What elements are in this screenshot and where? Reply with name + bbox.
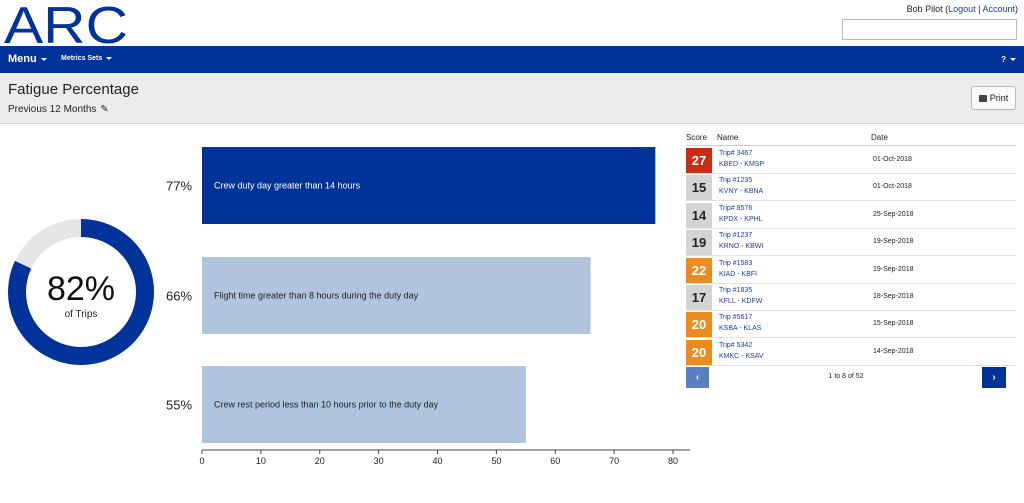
x-tick-label: 40 (432, 456, 442, 466)
table-row[interactable]: 27 Trip# 3467 KBED - KMSP 01-Oct-2018 (686, 147, 1016, 174)
donut-value-arc (8, 219, 154, 365)
trip-name[interactable]: Trip #1237 (719, 232, 753, 240)
donut-label: of Trips (64, 309, 98, 320)
trip-date: 18-Sep-2018 (873, 293, 914, 300)
x-tick-label: 0 (199, 456, 204, 466)
column-header-name[interactable]: Name (717, 133, 739, 142)
trip-route: KFLL - KDFW (719, 298, 763, 305)
chevron-down-icon (1010, 58, 1016, 62)
trip-name[interactable]: Trip# 5342 (719, 341, 753, 349)
trip-date: 19-Sep-2018 (873, 265, 914, 273)
trip-route: KMKC - KSAV (719, 352, 764, 360)
trip-date: 25-Sep-2018 (873, 210, 914, 218)
print-label: Print (989, 93, 1009, 103)
trip-route: KVNY - KBNA (719, 188, 764, 196)
trip-route: KSBA - KLAS (719, 325, 762, 333)
trip-name[interactable]: Trip #1235 (719, 177, 753, 185)
x-tick-label: 50 (491, 456, 501, 466)
bar-value-label: 66% (166, 289, 192, 304)
table-row[interactable]: 15 Trip #1235 KVNY - KBNA 01-Oct-2018 (686, 174, 1016, 202)
score-badge: 20 (686, 339, 712, 365)
score-badge: 15 (686, 175, 712, 201)
help-icon: ? (1001, 55, 1006, 64)
trip-route: KRNO - KBWI (719, 243, 764, 251)
table-row[interactable]: 19 Trip #1237 KRNO - KBWI 19-Sep-2018 (686, 229, 1016, 257)
user-bar: Bob Pilot (Logout | Account) (906, 4, 1018, 14)
x-tick-label: 60 (550, 456, 560, 466)
fatigue-donut-chart (8, 219, 154, 365)
trip-name[interactable]: Trip# 8576 (719, 204, 753, 212)
menu-label: Menu (8, 53, 37, 65)
score-badge: 17 (686, 285, 712, 310)
score-badge: 27 (686, 148, 712, 173)
trip-date: 14-Sep-2018 (873, 347, 914, 355)
table-row[interactable]: 20 Trip #5617 KSBA - KLAS 15-Sep-2018 (686, 311, 1016, 339)
x-tick-label: 80 (668, 456, 678, 466)
chevron-down-icon (40, 57, 47, 61)
logout-link[interactable]: Logout (948, 4, 976, 14)
arc-logo: ARC (4, 0, 128, 46)
trip-name[interactable]: Trip #1835 (719, 287, 753, 294)
fatigue-bar-chart: Crew duty day greater than 14 hours 77% Fl… (166, 147, 690, 466)
table-row[interactable]: 22 Trip #1583 KIAD - KBFI 19-Sep-2018 (686, 257, 1016, 284)
search-input[interactable] (842, 19, 1017, 40)
metrics-sets-label: Metrics Sets (61, 55, 103, 62)
trip-date: 01-Oct-2018 (873, 183, 912, 191)
previous-page-button[interactable]: ‹ (686, 367, 709, 388)
trip-name[interactable]: Trip #5617 (719, 314, 753, 322)
help-dropdown[interactable]: ? (1001, 55, 1016, 64)
x-tick-label: 10 (256, 456, 266, 466)
table-row[interactable]: 14 Trip# 8576 KPDX - KPHL 25-Sep-2018 (686, 202, 1016, 229)
pagination-info: 1 to 8 of 52 (828, 373, 864, 380)
page-title: Fatigue Percentage (8, 81, 139, 98)
bar-2[interactable] (202, 257, 591, 334)
bar-3[interactable] (202, 366, 526, 443)
table-row[interactable]: 20 Trip# 5342 KMKC - KSAV 14-Sep-2018 (686, 339, 1016, 366)
bar-category-label: Flight time greater than 8 hours during … (214, 291, 419, 301)
bar-category-label: Crew rest period less than 10 hours prio… (214, 400, 439, 410)
trip-name[interactable]: Trip# 3467 (719, 150, 753, 157)
table-row[interactable]: 17 Trip #1835 KFLL - KDFW 18-Sep-2018 (686, 284, 1016, 311)
donut-percentage: 82% (46, 270, 116, 308)
score-badge: 14 (686, 202, 712, 228)
printer-icon (978, 95, 987, 102)
x-tick-label: 70 (609, 456, 619, 466)
period-selector[interactable]: Previous 12 Months ✎ (8, 104, 109, 115)
trip-date: 01-Oct-2018 (873, 156, 912, 163)
menu-dropdown[interactable]: Menu (8, 53, 47, 65)
logo-text: ARC (4, 0, 128, 46)
header-divider (686, 145, 1016, 146)
trip-name[interactable]: Trip #1583 (719, 259, 753, 267)
bar-category-label: Crew duty day greater than 14 hours (214, 181, 361, 191)
trip-date: 19-Sep-2018 (873, 238, 914, 246)
score-badge: 19 (686, 230, 712, 256)
title-band: Fatigue Percentage Previous 12 Months ✎ P… (0, 73, 1024, 124)
pencil-icon[interactable]: ✎ (100, 104, 109, 115)
x-tick-label: 30 (374, 456, 384, 466)
period-label: Previous 12 Months (8, 104, 97, 115)
column-header-score[interactable]: Score (686, 133, 707, 142)
nav-bar: Menu Metrics Sets ? (0, 46, 1024, 73)
account-link[interactable]: Account (982, 4, 1015, 14)
bar-1[interactable] (202, 147, 656, 224)
column-header-date[interactable]: Date (871, 133, 888, 142)
trip-date: 15-Sep-2018 (873, 320, 914, 328)
x-tick-label: 20 (315, 456, 325, 466)
bar-value-label: 77% (166, 179, 192, 194)
chevron-down-icon (106, 56, 113, 60)
user-name: Bob Pilot (906, 4, 943, 14)
print-button[interactable]: Print (971, 86, 1016, 110)
trip-route: KBED - KMSP (719, 161, 765, 168)
score-badge: 20 (686, 312, 712, 338)
trip-route: KPDX - KPHL (719, 215, 763, 223)
metrics-sets-dropdown[interactable]: Metrics Sets (61, 55, 113, 62)
score-badge: 22 (686, 257, 712, 283)
next-page-button[interactable]: › (982, 367, 1006, 388)
trip-route: KIAD - KBFI (719, 270, 758, 278)
bar-value-label: 55% (166, 398, 192, 413)
